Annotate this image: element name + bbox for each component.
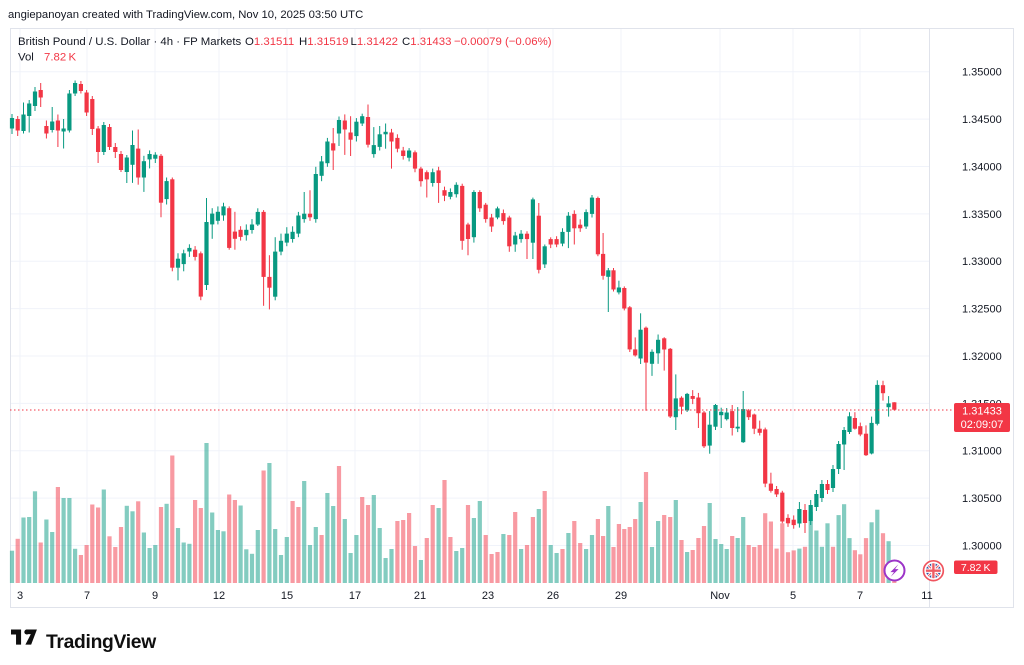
svg-text:Vol: Vol [18,52,34,64]
svg-text:1.35000: 1.35000 [962,67,1002,79]
svg-text:H1.31519: H1.31519 [299,36,348,48]
svg-text:29: 29 [615,590,627,602]
svg-text:−0.00079 (−0.06%): −0.00079 (−0.06%) [454,36,552,48]
svg-text:5: 5 [790,590,796,602]
svg-text:Nov: Nov [710,590,730,602]
svg-text:17: 17 [349,590,361,602]
svg-text:9: 9 [152,590,158,602]
svg-text:7: 7 [84,590,90,602]
svg-text:11: 11 [921,590,932,602]
svg-text:O1.31511: O1.31511 [245,36,294,48]
svg-text:15: 15 [281,590,293,602]
svg-text:1.34500: 1.34500 [962,114,1002,126]
svg-text:7.82 K: 7.82 K [44,52,76,64]
svg-text:angiepanoyan created with Trad: angiepanoyan created with TradingView.co… [8,9,363,21]
svg-text:TradingView: TradingView [46,632,157,653]
svg-text:C1.31433: C1.31433 [402,36,451,48]
svg-text:1.33000: 1.33000 [962,256,1002,268]
svg-text:12: 12 [213,590,225,602]
svg-text:1.33500: 1.33500 [962,209,1002,221]
svg-text:1.31000: 1.31000 [962,446,1002,458]
svg-text:02:09:07: 02:09:07 [961,419,1004,431]
svg-text:7.82 K: 7.82 K [961,562,991,574]
svg-text:1.30000: 1.30000 [962,540,1002,552]
svg-text:1.32000: 1.32000 [962,351,1002,363]
svg-text:1.32500: 1.32500 [962,304,1002,316]
svg-text:L1.31422: L1.31422 [351,36,399,48]
svg-text:British Pound / U.S. Dollar ·: British Pound / U.S. Dollar · 4h · FP Ma… [18,36,242,48]
svg-text:26: 26 [547,590,559,602]
svg-text:3: 3 [17,590,23,602]
svg-text:21: 21 [414,590,426,602]
svg-text:1.34000: 1.34000 [962,161,1002,173]
svg-text:23: 23 [482,590,494,602]
svg-text:1.30500: 1.30500 [962,493,1002,505]
svg-text:7: 7 [857,590,863,602]
svg-text:1.31433: 1.31433 [962,406,1002,418]
